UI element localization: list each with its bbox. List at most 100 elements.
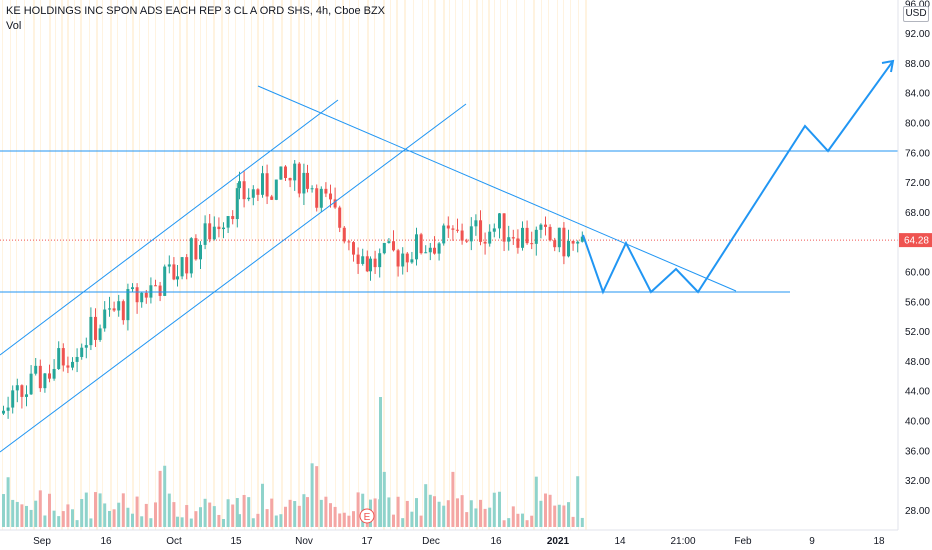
volume-bar [479, 499, 482, 527]
session-band [213, 0, 215, 530]
price-axis[interactable]: 96.00 92.00 88.00 84.00 80.00 76.00 72.00 68.00… [897, 0, 932, 530]
candle-body [131, 287, 134, 290]
volume-bar [2, 494, 5, 527]
candle-body [419, 234, 423, 254]
candle-body [424, 252, 428, 254]
candle-body [265, 173, 269, 197]
time-tick-label: 18 [873, 536, 885, 547]
volume-bar [38, 490, 42, 527]
session-band [349, 0, 350, 530]
candle-body [580, 236, 584, 242]
session-band [33, 0, 35, 530]
candle-body [38, 365, 42, 389]
candle-body [401, 253, 405, 267]
session-band [49, 0, 51, 530]
candle-body [231, 216, 235, 220]
candle-body [492, 228, 496, 232]
candle-body [460, 230, 464, 241]
candle-body [80, 347, 84, 357]
price-tick-label: 84.00 [905, 89, 930, 100]
volume-bar [167, 493, 171, 527]
session-band [16, 0, 17, 530]
candle-body [43, 373, 47, 389]
volume-bar [530, 515, 534, 527]
session-band [2, 0, 3, 530]
candle-body [238, 181, 241, 189]
volume-bar [52, 510, 56, 527]
session-band [24, 0, 25, 530]
candle-body [361, 256, 365, 264]
session-band [194, 0, 195, 530]
candle-body [306, 172, 309, 189]
candle-body [525, 227, 529, 244]
trend-drawings[interactable] [0, 59, 898, 453]
session-band [488, 0, 490, 530]
session-band [390, 0, 391, 530]
candle-body [121, 301, 125, 321]
time-tick-label: 15 [230, 536, 242, 547]
volume-bar [208, 502, 212, 527]
candle-body [154, 285, 157, 287]
candle-body [469, 226, 473, 242]
volume-bar [98, 493, 102, 527]
volume-bar [324, 496, 328, 527]
session-band [298, 0, 300, 530]
volume-bar [483, 508, 487, 527]
session-band [263, 0, 264, 530]
session-band [235, 0, 236, 530]
candle-body [338, 207, 342, 228]
volume-bar [288, 499, 292, 527]
candle-body [284, 166, 287, 179]
volume-bar [270, 498, 274, 527]
earnings-marker[interactable]: E [359, 508, 375, 524]
volume-bar [580, 517, 584, 527]
volume-bar [433, 496, 436, 527]
candle-body [382, 242, 386, 254]
currency-button[interactable]: USD [903, 6, 929, 22]
session-band [449, 0, 450, 530]
session-band [326, 0, 327, 530]
candle-body [98, 328, 102, 340]
volume-bar [469, 500, 473, 527]
candle-body [310, 188, 314, 190]
session-band [281, 0, 283, 530]
volume-bar [347, 515, 351, 527]
candle-body [557, 227, 561, 248]
candle-body [158, 285, 162, 296]
volume-bar [274, 515, 278, 527]
volume-bar [94, 492, 97, 527]
candle-body [94, 316, 97, 340]
time-axis[interactable]: Sep 16 Oct 15 Nov 17 Dec 16 2021 14 21:00 Feb 9 18 [0, 529, 898, 547]
volume-bar [451, 471, 455, 527]
price-tick-label: 80.00 [905, 119, 930, 130]
volume-bar [71, 509, 74, 527]
candle-body [57, 348, 61, 369]
session-band [570, 0, 571, 530]
volume-bar [437, 501, 441, 527]
candle-body [48, 373, 51, 379]
volume-bar [231, 504, 235, 527]
volume-bar [256, 513, 260, 527]
time-tick-label: 2021 [547, 536, 570, 547]
candle-body [20, 385, 24, 397]
volume-bar [235, 498, 239, 527]
volume-bar [131, 513, 134, 527]
candle-body [567, 240, 570, 257]
session-band [318, 0, 320, 530]
candle-body [544, 224, 547, 227]
session-band [428, 0, 429, 530]
candle-body [189, 238, 193, 274]
session-band [10, 0, 11, 530]
volume-bar [516, 513, 520, 527]
volume-bar [242, 494, 246, 527]
session-band [74, 0, 75, 530]
candle-body [11, 390, 15, 408]
time-tick-label: Feb [734, 536, 752, 547]
volume-bar [302, 494, 306, 527]
session-band [228, 0, 229, 530]
session-band [548, 0, 549, 530]
volume-bar [474, 508, 478, 527]
volume-bar [29, 509, 33, 527]
volume-bar [11, 499, 15, 527]
